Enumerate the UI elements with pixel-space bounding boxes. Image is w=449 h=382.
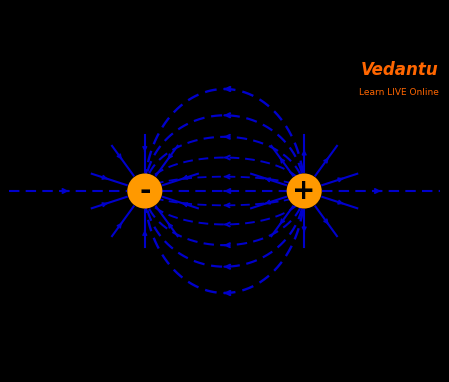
- Text: -: -: [139, 177, 150, 205]
- Text: Vedantu: Vedantu: [361, 61, 439, 79]
- Circle shape: [286, 173, 322, 209]
- Circle shape: [127, 173, 163, 209]
- Text: Learn LIVE Online: Learn LIVE Online: [359, 88, 439, 97]
- Text: +: +: [292, 177, 316, 205]
